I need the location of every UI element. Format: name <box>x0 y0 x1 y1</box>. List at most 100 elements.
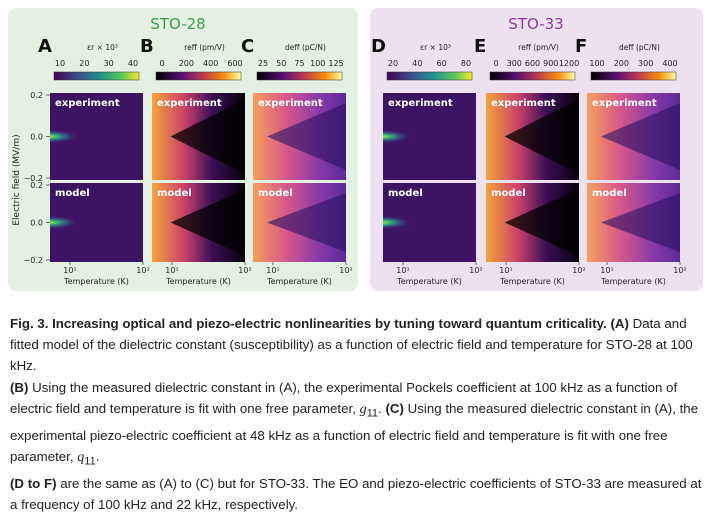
colorbar-tick-label: 400 <box>203 59 218 68</box>
row-label: model <box>491 188 526 199</box>
row-label: experiment <box>592 98 657 109</box>
caption-subscript: 11 <box>366 407 379 420</box>
x-tick-label: 10² <box>238 266 251 275</box>
colorbar-tick-label: 200 <box>179 59 194 68</box>
colorbar-tick-label: 20 <box>79 59 89 68</box>
colorbar-tick-label: 100 <box>310 59 325 68</box>
heatmap-feature <box>50 216 102 229</box>
caption-symbol: q <box>77 449 85 465</box>
colorbar <box>590 71 677 81</box>
x-tick-label: 10¹ <box>396 266 409 275</box>
colorbar <box>489 71 576 81</box>
caption-text: . <box>95 448 100 464</box>
row-label: model <box>388 188 423 199</box>
caption-text: Using the measured dielectric constant i… <box>10 379 678 416</box>
heatmap-feature <box>170 99 245 174</box>
x-tick-label: 10¹ <box>600 266 613 275</box>
x-tick-label: 10¹ <box>63 266 76 275</box>
colorbar-tick-label: 60 <box>437 59 447 68</box>
x-tick-label: 10² <box>339 266 352 275</box>
caption-text: Data and fitted model of the dielectric … <box>10 316 693 374</box>
row-label: experiment <box>157 98 222 109</box>
colorbar-tick-label: 300 <box>638 59 653 68</box>
caption-text: Using the measured dielectric constant i… <box>10 400 699 464</box>
panel-letter: E <box>474 36 486 57</box>
group-title: STO-28 <box>150 15 205 33</box>
panel-letter: B <box>140 36 154 57</box>
x-axis-label: Temperature (K) <box>396 277 462 286</box>
colorbar-tick-label: 300 <box>507 59 522 68</box>
colorbar-tick-label: 20 <box>388 59 398 68</box>
x-tick-label: 10² <box>136 266 149 275</box>
colorbar <box>53 71 140 81</box>
heatmap-feature <box>504 189 579 256</box>
caption-ref: (D to F) <box>10 475 57 491</box>
colorbar-tick-label: 0 <box>159 59 164 68</box>
heatmap-feature <box>504 99 579 174</box>
x-tick-label: 10² <box>572 266 585 275</box>
heatmap-feature <box>383 130 435 143</box>
colorbar <box>256 71 343 81</box>
caption-symbol: g <box>359 401 367 417</box>
x-axis-label: Temperature (K) <box>600 277 666 286</box>
caption-title: Fig. 3. Increasing optical and piezo-ele… <box>10 316 607 331</box>
row-label: experiment <box>491 98 556 109</box>
y-tick-label: −0.2 <box>24 256 43 265</box>
heatmap-feature <box>600 103 680 170</box>
y-axis-label: Electric field (MV/m) <box>12 134 22 225</box>
colorbar-tick-label: 25 <box>258 59 268 68</box>
colorbar-label: deff (pC/N) <box>619 43 660 52</box>
row-label: experiment <box>258 98 323 109</box>
heatmap-feature <box>266 193 346 252</box>
colorbar <box>155 71 242 81</box>
colorbar-label: εr × 10³ <box>87 43 118 52</box>
y-tick-label: 0.2 <box>30 91 43 100</box>
caption-subscript: 11 <box>84 455 96 468</box>
y-tick-label: 0.0 <box>30 133 43 142</box>
colorbar-tick-label: 0 <box>493 59 498 68</box>
caption: Fig. 3. Increasing optical and piezo-ele… <box>10 313 704 515</box>
colorbar-label: deff (pC/N) <box>285 43 326 52</box>
panel-letter: F <box>575 36 587 57</box>
caption-ref: (A) <box>610 316 629 331</box>
panel-letter: A <box>38 36 52 57</box>
colorbar-tick-label: 125 <box>328 59 343 68</box>
colorbar-tick-label: 1200 <box>559 59 579 68</box>
row-label: model <box>592 188 627 199</box>
group-title: STO-33 <box>508 15 563 33</box>
colorbar-label: reff (pm/V) <box>184 43 225 52</box>
colorbar-tick-label: 900 <box>543 59 558 68</box>
colorbar-tick-label: 40 <box>412 59 422 68</box>
y-tick-label: 0.0 <box>30 219 43 228</box>
caption-ref: (B) <box>10 379 29 395</box>
y-tick-label: −0.2 <box>24 174 43 183</box>
colorbar-tick-label: 75 <box>294 59 304 68</box>
x-axis-label: Temperature (K) <box>165 277 231 286</box>
x-axis-label: Temperature (K) <box>499 277 565 286</box>
x-tick-label: 10¹ <box>266 266 279 275</box>
heatmap-feature <box>383 216 435 229</box>
y-tick-label: 0.2 <box>30 181 43 190</box>
colorbar-tick-label: 100 <box>589 59 604 68</box>
colorbar-label: εr × 10³ <box>420 43 451 52</box>
row-label: model <box>157 188 192 199</box>
colorbar-tick-label: 400 <box>662 59 677 68</box>
page: {"y_label": "Electric field (MV/m)", "gr… <box>8 8 703 512</box>
colorbar-tick-label: 200 <box>614 59 629 68</box>
row-label: experiment <box>55 98 120 109</box>
x-tick-label: 10¹ <box>165 266 178 275</box>
colorbar-tick-label: 40 <box>128 59 138 68</box>
colorbar <box>386 71 473 81</box>
caption-ref: (C) <box>385 400 404 416</box>
caption-text: . <box>378 400 386 416</box>
x-tick-label: 10² <box>673 266 686 275</box>
heatmap-feature <box>266 103 346 170</box>
panel-letter: D <box>371 36 386 57</box>
x-axis-label: Temperature (K) <box>63 277 129 286</box>
row-label: experiment <box>388 98 453 109</box>
colorbar-tick-label: 600 <box>525 59 540 68</box>
panel-letter: C <box>241 36 254 57</box>
caption-text: are the same as (A) to (C) but for STO-3… <box>10 475 702 512</box>
